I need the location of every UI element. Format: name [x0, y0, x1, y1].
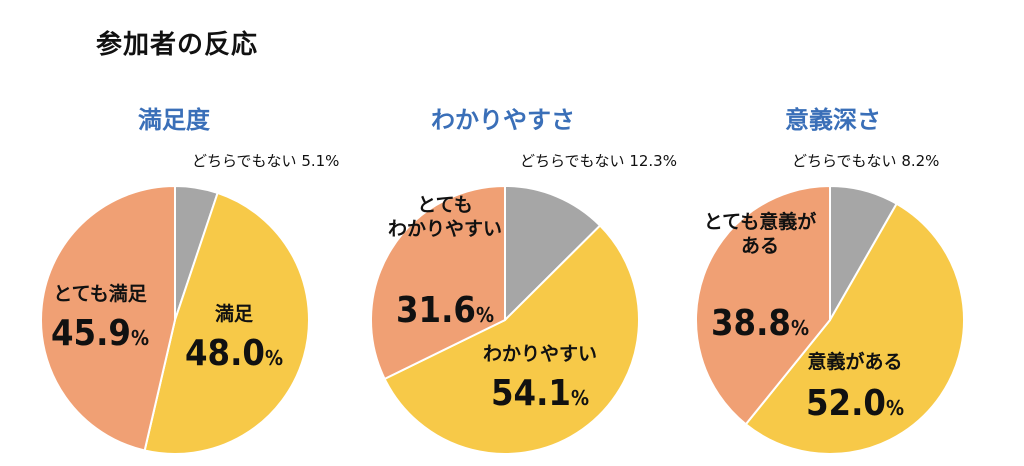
slice-value-2-2: 38.8%: [711, 303, 809, 344]
slice-label-neutral-2: どちらでもない 8.2%: [792, 152, 939, 170]
chart-title-satisfaction: 満足度: [138, 106, 210, 134]
chart-title-clarity: わかりやすさ: [431, 106, 575, 134]
pie-slice-1-0: [504, 184, 602, 323]
slice-label-2-2: とても意義がある: [704, 210, 816, 257]
page-title: 参加者の反応: [96, 30, 259, 60]
slice-value-1-2: 31.6%: [396, 290, 494, 331]
pie-slice-2-1: [744, 202, 965, 455]
slice-value-0-2: 45.9%: [51, 313, 149, 354]
slice-value-1-1: 54.1%: [491, 373, 589, 414]
slice-label-0-1: 満足: [215, 303, 254, 325]
slice-value-0-1: 48.0%: [185, 333, 283, 374]
pie-slice-1-2: [370, 184, 506, 381]
pie-slice-0-1: [143, 191, 310, 455]
chart-title-significance: 意義深さ: [785, 106, 881, 134]
pie-slice-1-1: [383, 224, 640, 455]
pie-slice-0-2: [40, 184, 176, 452]
slice-label-0-2: とても満足: [53, 283, 147, 305]
slice-label-neutral-0: どちらでもない 5.1%: [192, 152, 339, 170]
slice-label-1-2: とてもわかりやすい: [388, 194, 502, 240]
slice-label-1-1: わかりやすい: [483, 343, 597, 365]
slice-value-2-1: 52.0%: [806, 383, 904, 424]
slice-label-2-1: 意義がある: [807, 350, 902, 373]
pie-slice-2-2: [695, 184, 831, 426]
slice-label-neutral-1: どちらでもない 12.3%: [520, 152, 677, 170]
